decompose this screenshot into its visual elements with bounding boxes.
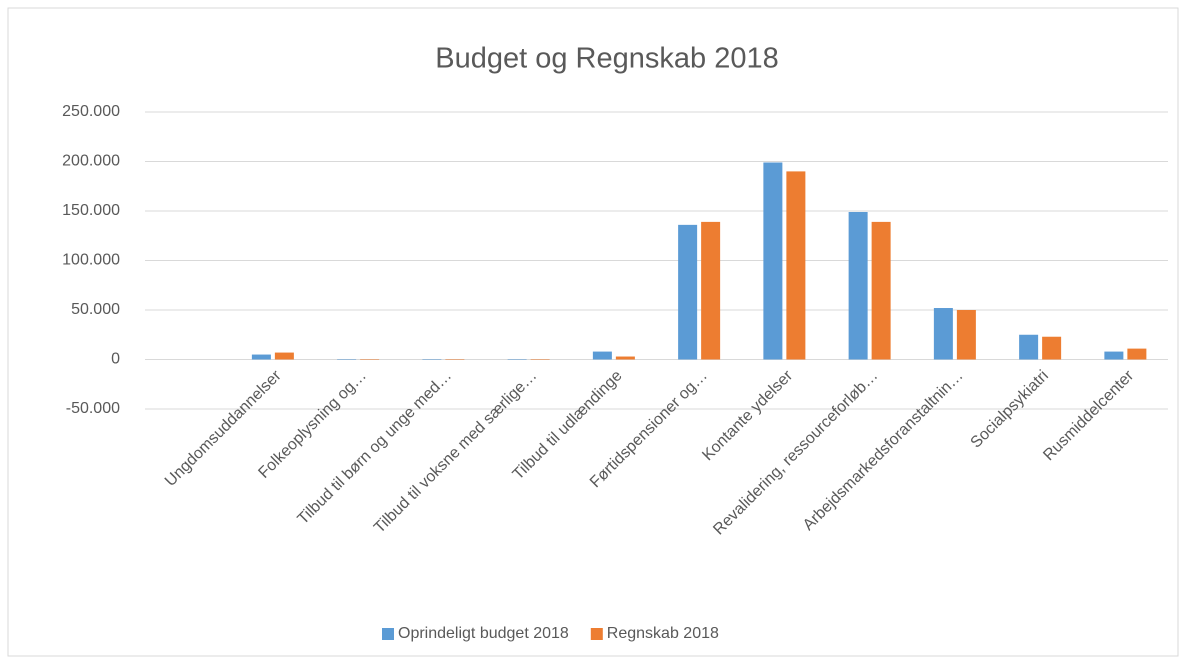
bar <box>933 308 953 360</box>
y-tick-label: 0 <box>111 351 120 368</box>
y-tick-label: 250.000 <box>62 103 120 120</box>
bar <box>1019 334 1039 360</box>
bar <box>1104 351 1124 360</box>
bar <box>615 356 635 360</box>
bar <box>786 171 806 360</box>
bar <box>530 359 550 360</box>
bar <box>678 224 698 360</box>
bar <box>360 359 380 360</box>
bar <box>763 162 783 360</box>
y-tick-label: 50.000 <box>71 301 120 318</box>
bar <box>871 221 891 360</box>
legend-swatch <box>382 628 394 640</box>
bar <box>701 221 721 360</box>
legend-swatch <box>590 628 603 640</box>
bar <box>592 351 612 360</box>
bar <box>956 310 976 360</box>
y-tick-label: -50.000 <box>66 400 120 417</box>
y-tick-label: 100.000 <box>62 252 120 269</box>
chart-title: Budget og Regnskab 2018 <box>435 43 778 75</box>
bar <box>445 359 465 360</box>
bar <box>251 354 271 360</box>
chart-border <box>7 7 1179 657</box>
y-tick-label: 200.000 <box>62 153 120 170</box>
bar <box>422 359 442 360</box>
bar <box>274 352 294 360</box>
y-tick-label: 150.000 <box>62 202 120 219</box>
bar <box>507 359 527 360</box>
bar <box>1127 348 1147 360</box>
legend-label: Regnskab 2018 <box>607 625 719 642</box>
legend-label: Oprindeligt budget 2018 <box>398 625 569 642</box>
bar <box>1042 336 1062 360</box>
bar <box>337 359 357 360</box>
bar <box>848 211 868 360</box>
